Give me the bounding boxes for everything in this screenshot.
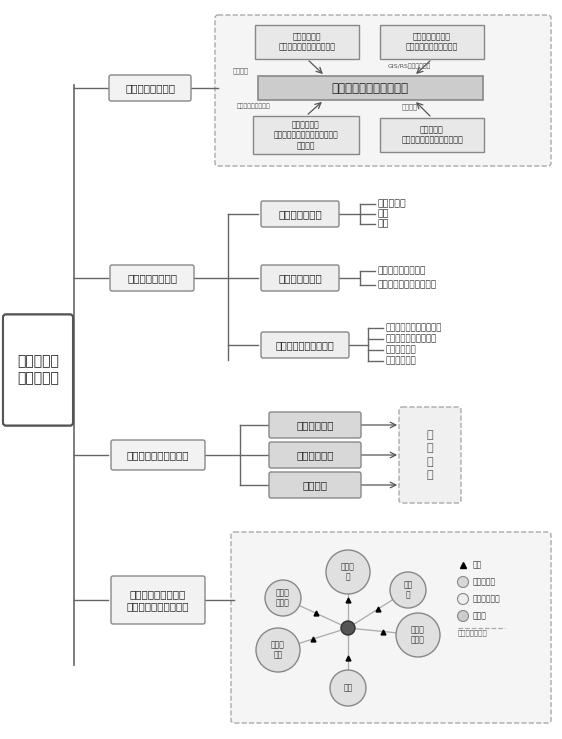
- Circle shape: [457, 576, 469, 588]
- FancyBboxPatch shape: [3, 315, 73, 426]
- FancyBboxPatch shape: [269, 472, 361, 498]
- FancyBboxPatch shape: [111, 576, 205, 624]
- FancyBboxPatch shape: [261, 265, 339, 291]
- Text: 验证率定: 验证率定: [402, 103, 418, 109]
- Text: 海岛雨洪资源存储系统: 海岛雨洪资源存储系统: [127, 450, 189, 460]
- Text: 用水户: 用水户: [473, 611, 487, 621]
- Circle shape: [457, 593, 469, 605]
- Text: 翻水转移滞蓄: 翻水转移滞蓄: [386, 356, 417, 366]
- Text: GIS/RS数字流域分析: GIS/RS数字流域分析: [388, 64, 432, 69]
- Circle shape: [457, 610, 469, 621]
- Text: 基础地理信息数据
（土地利用、土壤类型）: 基础地理信息数据 （土地利用、土壤类型）: [406, 33, 458, 52]
- Text: 坡改梯和坡面滞洪拦板: 坡改梯和坡面滞洪拦板: [386, 335, 437, 344]
- Circle shape: [341, 621, 355, 635]
- Text: 基础水文数据
（气温、降水、蒸散发等）: 基础水文数据 （气温、降水、蒸散发等）: [279, 33, 336, 52]
- Text: 雨水收
集系统: 雨水收 集系统: [276, 588, 290, 607]
- FancyBboxPatch shape: [269, 412, 361, 438]
- FancyBboxPatch shape: [110, 265, 194, 291]
- FancyBboxPatch shape: [399, 407, 461, 503]
- Text: 广域滞洪低坝: 广域滞洪低坝: [386, 346, 417, 355]
- Text: 道路、广场: 道路、广场: [378, 200, 407, 208]
- FancyBboxPatch shape: [269, 442, 361, 468]
- FancyBboxPatch shape: [255, 25, 359, 59]
- Text: 河、渠、管、涵: 河、渠、管、涵: [458, 630, 488, 636]
- Text: 绿地: 绿地: [378, 219, 389, 228]
- Text: 乡村区绿色屋顶改造: 乡村区绿色屋顶改造: [378, 267, 427, 276]
- FancyBboxPatch shape: [257, 76, 483, 100]
- Text: 地下储水空间: 地下储水空间: [296, 450, 334, 460]
- FancyBboxPatch shape: [109, 75, 191, 101]
- FancyBboxPatch shape: [3, 315, 73, 426]
- Text: 海岛雨洪径流迟滞: 海岛雨洪径流迟滞: [127, 273, 177, 283]
- FancyBboxPatch shape: [261, 332, 349, 358]
- FancyBboxPatch shape: [231, 532, 551, 723]
- Text: 水厂: 水厂: [343, 684, 352, 692]
- Text: 蓄淡水库: 蓄淡水库: [302, 480, 328, 490]
- Text: 海岛雨洪高
效利用系统: 海岛雨洪高 效利用系统: [17, 354, 59, 386]
- FancyBboxPatch shape: [215, 15, 551, 166]
- Text: 雨量分析: 雨量分析: [233, 67, 249, 74]
- Text: 屋顶: 屋顶: [378, 209, 389, 219]
- Text: 分时降雨产汇流机制: 分时降雨产汇流机制: [237, 103, 271, 109]
- Text: 地表系列水库: 地表系列水库: [296, 420, 334, 430]
- Text: 基于分质利用的全岛
雨洪资源调度利用系统: 基于分质利用的全岛 雨洪资源调度利用系统: [127, 589, 189, 611]
- Text: 分布式水文模型计算模块: 分布式水文模型计算模块: [332, 81, 409, 95]
- Circle shape: [326, 550, 370, 594]
- Circle shape: [390, 572, 426, 608]
- FancyBboxPatch shape: [261, 201, 339, 227]
- Text: 丘陵区小流域封禁、补植: 丘陵区小流域封禁、补植: [386, 324, 442, 333]
- Text: 乡村区水井坑塘蓄滞利用: 乡村区水井坑塘蓄滞利用: [378, 281, 437, 290]
- Circle shape: [396, 613, 440, 657]
- Circle shape: [256, 628, 300, 672]
- Text: 海岛雨洪资源评估: 海岛雨洪资源评估: [125, 83, 175, 93]
- Text: 城市区雨洪迟带: 城市区雨洪迟带: [278, 209, 322, 219]
- Text: 互
联
互
通: 互 联 互 通: [427, 430, 433, 480]
- FancyBboxPatch shape: [111, 440, 205, 470]
- Text: 丘陵区小流域雨洪迟带: 丘陵区小流域雨洪迟带: [275, 340, 334, 350]
- FancyBboxPatch shape: [253, 116, 359, 154]
- Text: 乡村区雨洪迟带: 乡村区雨洪迟带: [278, 273, 322, 283]
- Circle shape: [265, 580, 301, 616]
- FancyBboxPatch shape: [380, 25, 484, 59]
- Text: 小水
库: 小水 库: [404, 580, 413, 600]
- Text: 人工降雨实验
（不同土地利用类型、土壤类型
和坡度）: 人工降雨实验 （不同土地利用类型、土壤类型 和坡度）: [274, 120, 338, 150]
- Text: 泵站: 泵站: [473, 560, 482, 570]
- Text: 地下储
水空间: 地下储 水空间: [411, 625, 425, 644]
- Circle shape: [330, 670, 366, 706]
- Text: 小型储水空间: 小型储水空间: [473, 594, 501, 604]
- Text: 海岛雨洪高
效利用系统: 海岛雨洪高 效利用系统: [17, 354, 59, 386]
- Text: 率定和校准
（大中型水库、验证小流域）: 率定和校准 （大中型水库、验证小流域）: [401, 126, 463, 145]
- Text: 大储水空间: 大储水空间: [473, 577, 496, 587]
- Text: 蓄淡水
库: 蓄淡水 库: [341, 562, 355, 582]
- FancyBboxPatch shape: [380, 118, 484, 152]
- Text: 大中型
水库: 大中型 水库: [271, 640, 285, 660]
